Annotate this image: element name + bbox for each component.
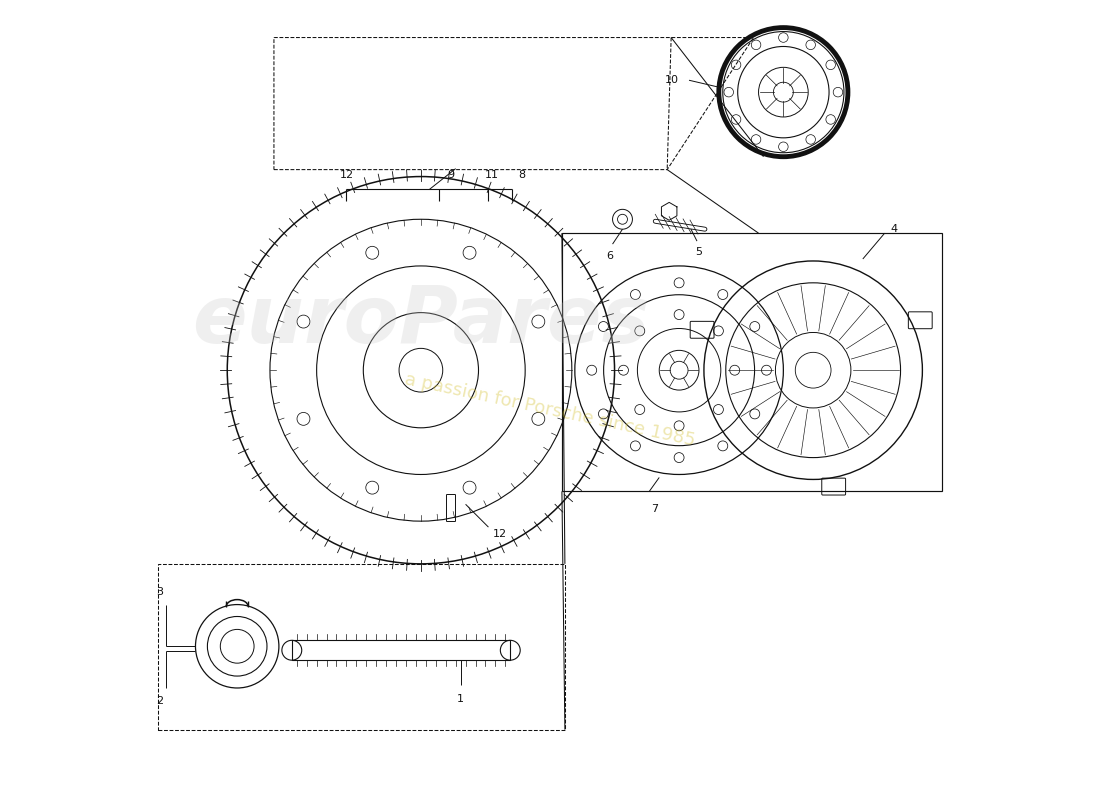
Text: 5: 5 — [695, 247, 703, 257]
Text: 7: 7 — [651, 504, 658, 514]
Text: euroPares: euroPares — [192, 282, 650, 359]
Bar — [292, 640, 510, 660]
Text: 1: 1 — [458, 694, 464, 704]
Text: 3: 3 — [156, 586, 163, 597]
Text: 4: 4 — [891, 224, 898, 234]
Text: a passion for Porsche since 1985: a passion for Porsche since 1985 — [403, 370, 697, 450]
Text: 10: 10 — [666, 75, 679, 86]
Text: 2: 2 — [156, 696, 163, 706]
Text: 11: 11 — [484, 170, 498, 179]
Text: 9: 9 — [447, 170, 454, 179]
Text: 12: 12 — [493, 529, 506, 539]
Text: 12: 12 — [340, 170, 353, 179]
Text: 6: 6 — [606, 251, 613, 261]
Text: 8: 8 — [518, 170, 526, 179]
